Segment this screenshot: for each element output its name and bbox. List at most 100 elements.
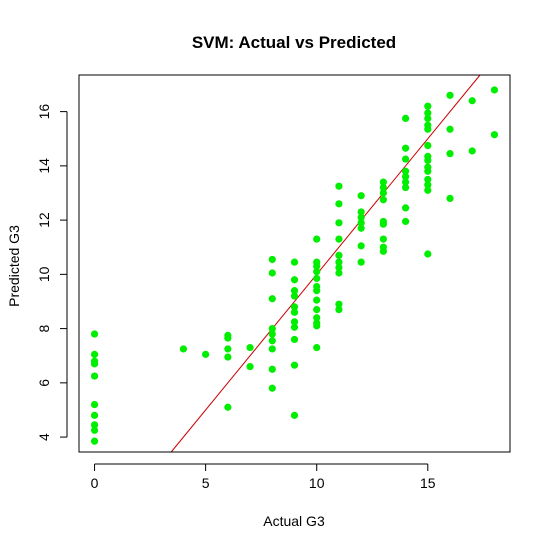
- y-tick-label: 16: [36, 104, 52, 120]
- data-point: [313, 235, 321, 243]
- data-point: [490, 131, 499, 139]
- data-point: [268, 269, 276, 277]
- data-point: [268, 384, 276, 392]
- data-point: [290, 258, 299, 266]
- data-point: [468, 147, 476, 155]
- data-point: [424, 181, 432, 189]
- data-point: [335, 235, 343, 243]
- data-point: [446, 91, 454, 99]
- data-point: [424, 102, 432, 110]
- data-point: [424, 175, 432, 184]
- y-tick-label: 4: [36, 433, 52, 441]
- data-point: [424, 109, 432, 117]
- reference-line: [170, 74, 481, 453]
- data-point: [401, 178, 410, 186]
- data-point: [446, 125, 454, 133]
- data-point: [290, 361, 299, 369]
- data-point: [202, 350, 210, 358]
- data-point: [90, 330, 99, 338]
- x-tick-label: 15: [420, 475, 436, 491]
- data-point: [379, 196, 387, 204]
- data-point: [268, 255, 276, 264]
- chart-title: SVM: Actual vs Predicted: [192, 33, 396, 52]
- data-point: [401, 155, 410, 163]
- data-point: [290, 308, 299, 316]
- data-point: [290, 323, 299, 331]
- data-point: [424, 186, 432, 194]
- data-point: [401, 204, 410, 212]
- data-point: [424, 125, 432, 133]
- data-point: [290, 335, 299, 344]
- x-axis-label: Actual G3: [263, 513, 325, 529]
- y-tick-label: 12: [36, 212, 52, 228]
- data-point: [268, 345, 276, 353]
- data-point: [90, 350, 99, 358]
- data-point: [335, 258, 343, 266]
- axes-layer: 0 5 10 15 4 6 8 10 12 14 16: [36, 104, 436, 491]
- data-point: [424, 156, 432, 165]
- data-point: [468, 97, 476, 105]
- data-point: [379, 247, 387, 255]
- data-point: [335, 251, 343, 259]
- data-point: [379, 178, 387, 186]
- y-axis-label: Predicted G3: [6, 225, 22, 307]
- data-point: [313, 306, 321, 314]
- data-point: [313, 274, 321, 283]
- data-point: [357, 208, 365, 216]
- data-point: [313, 287, 321, 295]
- data-point: [224, 403, 232, 411]
- plot-frame: [78, 74, 511, 453]
- data-point: [401, 173, 410, 181]
- data-point: [90, 400, 99, 409]
- data-point: [424, 167, 432, 175]
- data-point: [335, 306, 343, 314]
- data-point: [424, 250, 432, 258]
- data-point: [335, 182, 343, 190]
- data-point: [446, 150, 454, 158]
- data-point: [335, 219, 343, 227]
- data-point: [313, 268, 321, 276]
- y-tick-label: 10: [36, 266, 52, 282]
- data-point: [335, 300, 343, 308]
- x-tick-label: 0: [91, 475, 99, 491]
- data-point: [290, 303, 299, 311]
- reference-line-layer: [170, 74, 481, 453]
- data-point: [446, 194, 454, 203]
- x-tick-label: 10: [309, 475, 325, 491]
- data-point: [90, 437, 99, 445]
- data-point: [90, 426, 99, 434]
- data-point: [290, 276, 299, 284]
- data-point: [490, 86, 499, 94]
- data-point: [401, 167, 410, 175]
- data-point: [424, 114, 432, 122]
- data-point: [179, 345, 188, 353]
- data-point: [357, 213, 365, 221]
- data-point: [401, 144, 410, 152]
- x-tick-label: 5: [202, 475, 210, 491]
- data-point: [379, 235, 387, 243]
- data-point: [290, 411, 299, 419]
- data-points-layer: [90, 86, 499, 445]
- y-tick-label: 14: [36, 158, 52, 174]
- data-point: [90, 360, 99, 368]
- data-point: [313, 262, 321, 270]
- data-point: [268, 337, 276, 345]
- data-point: [357, 219, 365, 227]
- data-point: [335, 263, 343, 272]
- data-point: [90, 411, 99, 419]
- data-point: [401, 183, 410, 192]
- data-point: [313, 322, 321, 330]
- data-point: [224, 345, 232, 353]
- data-point: [335, 200, 343, 208]
- data-point: [290, 292, 299, 300]
- data-point: [313, 343, 321, 352]
- data-point: [224, 353, 232, 361]
- data-point: [268, 330, 276, 338]
- data-point: [268, 324, 276, 333]
- data-point: [401, 217, 410, 226]
- data-point: [224, 334, 232, 342]
- data-point: [357, 224, 365, 232]
- data-point: [268, 295, 276, 303]
- data-point: [313, 314, 321, 322]
- data-point: [401, 114, 410, 122]
